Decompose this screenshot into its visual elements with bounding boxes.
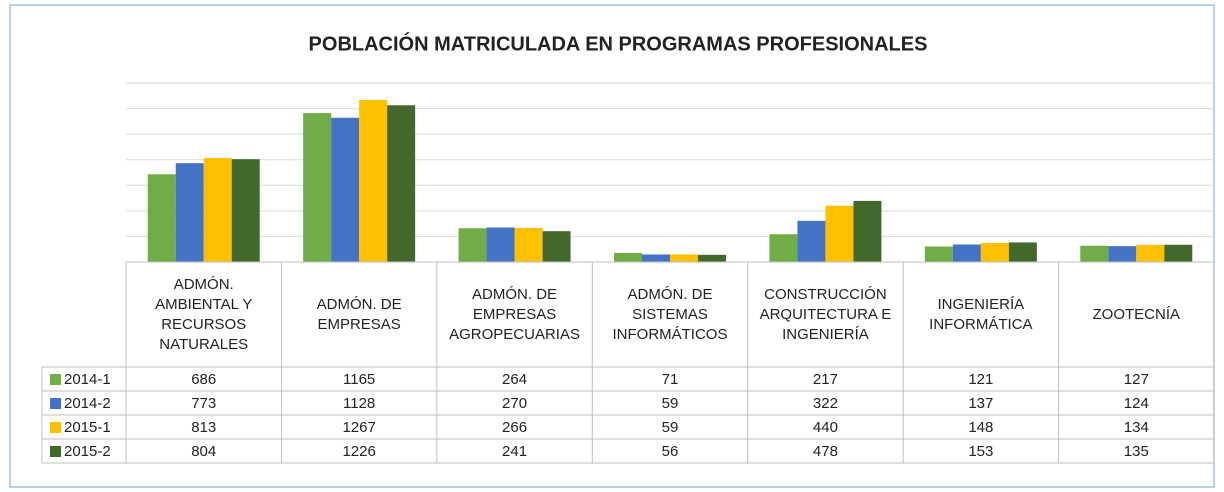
bar <box>1164 244 1193 262</box>
legend-swatch <box>50 422 61 433</box>
bar <box>331 117 360 262</box>
bar <box>797 220 826 262</box>
table-value: 1165 <box>343 371 375 388</box>
chart-frame <box>9 4 1215 488</box>
bar <box>458 228 487 262</box>
table-value: 59 <box>662 419 679 436</box>
x-tick-label: ADMÓN. DE EMPRESAS AGROPECUARIAS <box>449 285 580 343</box>
bar <box>952 244 981 262</box>
table-value: 1128 <box>343 395 375 412</box>
table-value: 137 <box>968 395 993 412</box>
table-value: 241 <box>502 443 527 460</box>
x-tick-label: INGENIERÍA INFORMÁTICA <box>929 295 1033 333</box>
table-value: 440 <box>813 419 838 436</box>
table-value: 127 <box>1124 371 1149 388</box>
bar <box>924 246 953 262</box>
table-value: 478 <box>813 443 838 460</box>
legend-swatch <box>50 398 61 409</box>
bar <box>1108 246 1137 262</box>
bar <box>642 254 670 262</box>
table-value: 264 <box>502 371 527 388</box>
bar <box>486 227 515 262</box>
table-value: 804 <box>191 443 216 460</box>
table-value: 121 <box>968 371 993 388</box>
bar <box>175 163 204 262</box>
table-value: 322 <box>813 395 838 412</box>
table-value: 686 <box>191 371 216 388</box>
table-value: 217 <box>813 371 838 388</box>
legend-label: 2015-1 <box>64 419 111 436</box>
bar <box>1008 242 1037 262</box>
table-value: 270 <box>502 395 527 412</box>
x-tick-label: ADMÓN. AMBIENTAL Y RECURSOS NATURALES <box>155 275 253 353</box>
bar <box>203 158 232 262</box>
table-value: 153 <box>968 443 993 460</box>
bar <box>825 205 854 262</box>
table-value: 71 <box>662 371 679 388</box>
table-value: 124 <box>1124 395 1149 412</box>
table-value: 148 <box>968 419 993 436</box>
bar <box>231 159 260 262</box>
bar <box>542 231 571 262</box>
table-value: 134 <box>1124 419 1149 436</box>
bar <box>853 200 882 262</box>
bar <box>147 174 176 262</box>
table-value: 59 <box>662 395 679 412</box>
legend-label: 2014-1 <box>64 371 111 388</box>
legend-label: 2015-2 <box>64 443 111 460</box>
legend-swatch <box>50 446 61 457</box>
chart-title: POBLACIÓN MATRICULADA EN PROGRAMAS PROFE… <box>309 31 928 55</box>
table-value: 1226 <box>342 443 375 460</box>
bar <box>514 227 543 262</box>
bar <box>670 254 698 262</box>
bar <box>303 113 332 263</box>
bar <box>1136 244 1165 262</box>
table-value: 1267 <box>342 419 375 436</box>
bar <box>614 252 642 262</box>
legend-label: 2014-2 <box>64 395 111 412</box>
bar <box>698 254 726 262</box>
x-tick-label: ADMÓN. DE EMPRESAS <box>316 295 402 333</box>
bar <box>980 243 1009 262</box>
x-tick-label: CONSTRUCCIÓN ARQUITECTURA E INGENIERÍA <box>759 285 892 343</box>
table-value: 773 <box>191 395 216 412</box>
legend-swatch <box>50 374 61 385</box>
table-value: 56 <box>662 443 679 460</box>
table-value: 266 <box>502 419 527 436</box>
x-tick-label: ZOOTECNÍA <box>1092 305 1181 323</box>
table-value: 135 <box>1124 443 1149 460</box>
bar <box>387 105 416 262</box>
bar <box>1080 245 1109 262</box>
bar <box>359 100 388 262</box>
bar <box>769 234 798 262</box>
x-tick-label: ADMÓN. DE SISTEMAS INFORMÁTICOS <box>612 285 728 343</box>
table-value: 813 <box>191 419 216 436</box>
